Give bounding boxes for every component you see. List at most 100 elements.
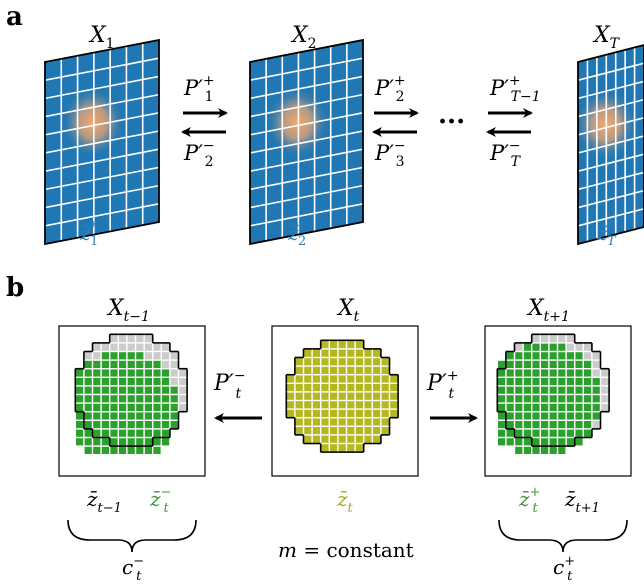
cell bbox=[171, 404, 178, 411]
cell bbox=[356, 444, 363, 451]
cell bbox=[575, 369, 582, 376]
cell bbox=[498, 369, 505, 376]
cell bbox=[382, 410, 389, 417]
cell bbox=[145, 361, 152, 368]
cell bbox=[171, 387, 178, 394]
cell bbox=[119, 369, 126, 376]
cell bbox=[524, 378, 531, 385]
cell bbox=[541, 430, 548, 437]
cell bbox=[515, 352, 522, 359]
cell bbox=[93, 438, 100, 445]
ellipsis: ··· bbox=[438, 107, 465, 137]
cell bbox=[507, 369, 514, 376]
cell bbox=[364, 367, 371, 374]
cell bbox=[110, 447, 117, 454]
transition-3-forward-label: P′+ T−1 bbox=[489, 73, 541, 105]
cell bbox=[110, 387, 117, 394]
cell bbox=[567, 387, 574, 394]
cell bbox=[550, 430, 557, 437]
cell bbox=[136, 378, 143, 385]
cell bbox=[532, 447, 539, 454]
cell bbox=[541, 438, 548, 445]
cell bbox=[567, 404, 574, 411]
cell bbox=[550, 378, 557, 385]
cell bbox=[550, 395, 557, 402]
cell bbox=[356, 384, 363, 391]
cell bbox=[128, 430, 135, 437]
cell bbox=[162, 387, 169, 394]
cell bbox=[110, 421, 117, 428]
cell bbox=[532, 421, 539, 428]
cell bbox=[330, 375, 337, 382]
cell bbox=[136, 447, 143, 454]
cell bbox=[110, 361, 117, 368]
cell bbox=[507, 421, 514, 428]
cell bbox=[364, 393, 371, 400]
cell bbox=[119, 344, 126, 351]
cell bbox=[171, 369, 178, 376]
cell bbox=[498, 438, 505, 445]
cell bbox=[515, 344, 522, 351]
cell bbox=[153, 447, 160, 454]
cell bbox=[550, 352, 557, 359]
cell bbox=[584, 361, 591, 368]
cell bbox=[524, 430, 531, 437]
cell bbox=[593, 361, 600, 368]
label-z-minus: z̄− t bbox=[149, 485, 171, 516]
cell bbox=[153, 361, 160, 368]
cell bbox=[541, 421, 548, 428]
cell bbox=[153, 387, 160, 394]
blob-current bbox=[286, 340, 398, 452]
cell bbox=[153, 352, 160, 359]
cell bbox=[558, 412, 565, 419]
cell bbox=[390, 384, 397, 391]
cell bbox=[593, 404, 600, 411]
frame-next-title: Xt+1 bbox=[526, 296, 570, 325]
cell bbox=[119, 447, 126, 454]
cell bbox=[558, 447, 565, 454]
cell bbox=[330, 427, 337, 434]
cell bbox=[93, 361, 100, 368]
label-z-next: z̄t+1 bbox=[564, 487, 600, 516]
cell bbox=[330, 367, 337, 374]
cell bbox=[304, 410, 311, 417]
cell bbox=[136, 421, 143, 428]
cell bbox=[119, 404, 126, 411]
cell bbox=[321, 401, 328, 408]
cell bbox=[567, 412, 574, 419]
cell bbox=[304, 384, 311, 391]
cell bbox=[567, 344, 574, 351]
cell bbox=[102, 387, 109, 394]
cell bbox=[145, 430, 152, 437]
cell bbox=[575, 352, 582, 359]
cell bbox=[584, 404, 591, 411]
cell bbox=[515, 421, 522, 428]
cell bbox=[541, 369, 548, 376]
cell bbox=[321, 358, 328, 365]
cell bbox=[532, 430, 539, 437]
cell bbox=[575, 421, 582, 428]
cell bbox=[145, 395, 152, 402]
cell bbox=[321, 418, 328, 425]
cell bbox=[102, 412, 109, 419]
cell bbox=[313, 350, 320, 357]
cell bbox=[110, 369, 117, 376]
cell bbox=[296, 384, 303, 391]
panel-a-frames bbox=[45, 40, 644, 244]
cell bbox=[128, 352, 135, 359]
cell bbox=[296, 418, 303, 425]
cell bbox=[330, 393, 337, 400]
cell bbox=[532, 378, 539, 385]
cell bbox=[601, 378, 608, 385]
cell bbox=[313, 401, 320, 408]
cell bbox=[507, 361, 514, 368]
cell bbox=[515, 361, 522, 368]
cell bbox=[347, 418, 354, 425]
cell bbox=[593, 421, 600, 428]
cell bbox=[145, 404, 152, 411]
cell bbox=[347, 401, 354, 408]
cell bbox=[356, 367, 363, 374]
cell bbox=[339, 384, 346, 391]
cell bbox=[330, 341, 337, 348]
